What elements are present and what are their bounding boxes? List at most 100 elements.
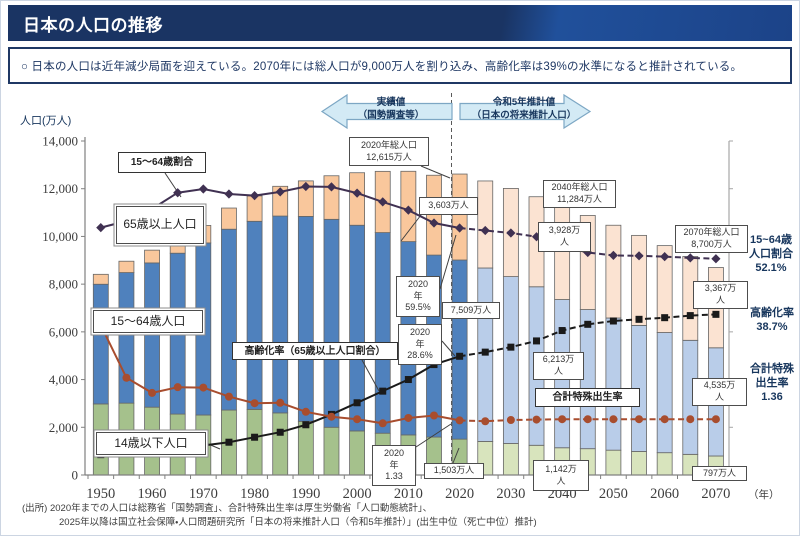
x-tick-label: 2050	[599, 486, 628, 502]
bar-segment	[605, 224, 622, 319]
diamond-marker	[352, 188, 362, 198]
legend-65plus: 65歳以上人口	[116, 206, 204, 244]
callout-total-2070: 2070年総人口 8,700万人	[675, 225, 748, 253]
bar-segment	[297, 216, 314, 422]
circle-marker	[224, 392, 233, 401]
bar-segment	[502, 443, 519, 476]
y-tick-label: 8,000	[49, 277, 78, 292]
legend-15-64: 15～64歳人口	[93, 310, 203, 333]
diamond-marker	[608, 250, 618, 261]
bar-segment	[451, 259, 468, 440]
bar-segment	[426, 174, 442, 256]
callout-working-2040: 6,213万 人	[533, 352, 584, 380]
actual-period-arrow-label: 実績値 （国勢調査等）	[357, 97, 425, 121]
circle-marker	[429, 411, 438, 420]
y-tick-label: 10,000	[42, 229, 78, 244]
y-tick-label: 4,000	[49, 372, 78, 387]
bar-segment	[323, 175, 340, 220]
bar-segment	[374, 232, 391, 434]
x-tick-label: 1970	[189, 486, 218, 502]
x-tick-label: 1950	[86, 486, 115, 502]
square-marker	[481, 348, 489, 356]
bar-segment	[656, 452, 673, 476]
circle-marker	[250, 399, 259, 408]
circle-marker	[276, 398, 285, 407]
y-tick-label: 2,000	[49, 420, 78, 435]
right-label-working-ratio: 15~64歳 人口割合 52.1%	[749, 234, 793, 274]
circle-marker	[686, 415, 695, 424]
line-projection	[459, 227, 716, 260]
circle-marker	[148, 388, 157, 397]
callout-working-2070: 4,535万 人	[692, 378, 747, 406]
square-marker	[686, 312, 694, 320]
source-line-2: 2025年以降は国立社会保障・人口問題研究所「日本の将来推計人口（令和5年推計）…	[59, 517, 537, 528]
legend-working-ratio: 15～64歳割合	[118, 152, 206, 173]
y-tick-label: 6,000	[49, 324, 78, 339]
bar-segment	[246, 220, 263, 410]
circle-marker	[353, 415, 362, 424]
x-tick-label: 2000	[343, 486, 372, 502]
actual-period-arrow	[320, 93, 453, 130]
bar-segment	[323, 426, 340, 476]
y-tick-label: 14,000	[42, 134, 78, 149]
circle-marker	[711, 415, 720, 424]
bar-segment	[144, 262, 160, 408]
x-tick-label: 1980	[240, 486, 269, 502]
projection-period-arrow	[459, 93, 592, 130]
diamond-marker	[96, 222, 106, 233]
projection-period-arrow-label: 令和5年推計値 （日本の将来推計人口）	[471, 97, 577, 121]
circle-marker	[404, 413, 413, 422]
diamond-marker	[173, 188, 183, 198]
callout-total-2020: 2020年総人口 12,615万人	[349, 137, 429, 166]
bar-segment	[272, 215, 289, 414]
bar-segment	[221, 207, 237, 230]
diamond-marker	[685, 253, 695, 263]
circle-marker	[327, 412, 336, 421]
square-marker	[353, 399, 361, 407]
circle-marker	[532, 415, 541, 424]
bar-segment	[118, 260, 135, 273]
diamond-marker	[301, 181, 311, 192]
annotation-connector	[420, 165, 451, 179]
bar-segment	[272, 185, 289, 217]
square-marker	[251, 433, 259, 441]
y-tick-label: 0	[72, 468, 79, 483]
bar-segment	[297, 180, 314, 217]
right-label-tfr: 合計特殊 出生率 1.36	[750, 363, 794, 403]
circle-marker	[122, 373, 131, 382]
x-axis-unit: （年）	[748, 489, 780, 501]
x-tick-label: 1990	[291, 486, 320, 502]
circle-marker	[301, 407, 310, 416]
summary-box: ○ 日本の人口は近年減少局面を迎えている。2070年には総人口が9,000万人を…	[8, 47, 792, 84]
diamond-marker	[249, 191, 260, 201]
square-marker	[584, 320, 592, 328]
annotation-connector	[441, 340, 456, 357]
legend-under14: 14歳以下人口	[96, 432, 206, 455]
legend-aging-rate: 高齢化率（65歳以上人口割合）	[232, 342, 398, 360]
callout-65plus-2070: 3,367万 人	[693, 281, 748, 309]
square-marker	[661, 314, 669, 322]
bar-segment	[272, 412, 289, 476]
circle-marker	[609, 415, 618, 424]
circle-marker	[506, 416, 515, 425]
bar-segment	[656, 332, 673, 454]
circle-marker	[481, 417, 490, 426]
callout-under14-2070: 797万人	[692, 466, 747, 481]
square-marker	[456, 352, 464, 360]
bar-segment	[349, 430, 366, 476]
circle-marker	[583, 415, 592, 424]
square-marker	[609, 317, 617, 325]
callout-under14-2040: 1,142万 人	[533, 460, 589, 491]
callout-total-2040: 2040年総人口 11,284万人	[543, 180, 616, 208]
annotation-connector	[452, 447, 460, 464]
x-tick-label: 2020	[445, 486, 474, 502]
line-projection	[459, 313, 716, 358]
bar-segment	[246, 408, 263, 476]
callout-ratio-2020: 2020 年 59.5%	[396, 276, 440, 317]
callout-aging-2020: 2020 年 28.6%	[398, 324, 442, 365]
square-marker	[635, 315, 643, 323]
diamond-marker	[711, 254, 721, 264]
diamond-marker	[506, 228, 516, 238]
callout-65plus-2040: 3,928万 人	[538, 222, 591, 252]
callout-under14-2020: 1,503万人	[424, 463, 484, 479]
